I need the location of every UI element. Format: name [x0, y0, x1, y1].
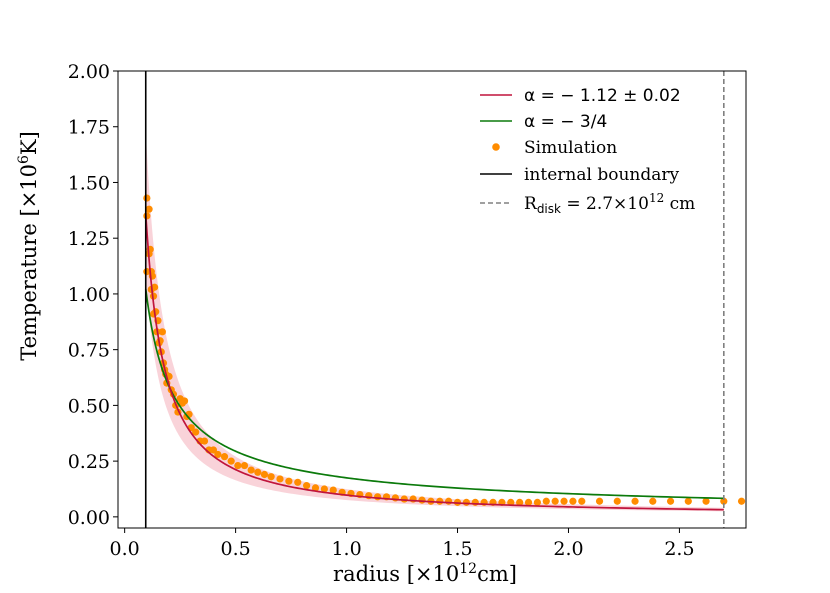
y-tick-label: 2.00 — [68, 61, 110, 83]
y-tick-labels: 0.00 0.25 0.50 0.75 1.00 1.25 1.50 1.75 … — [68, 61, 110, 529]
simulation-point — [569, 497, 577, 505]
simulation-point — [260, 470, 269, 479]
legend-simulation-label: Simulation — [524, 138, 617, 158]
legend-fit-label: α = − 1.12 ± 0.02 — [524, 86, 681, 106]
simulation-point — [220, 453, 229, 461]
simulation-point — [311, 484, 320, 492]
simulation-point — [267, 473, 275, 481]
simulation-point — [737, 497, 746, 505]
y-tick-label: 1.50 — [68, 172, 110, 194]
simulation-point — [471, 498, 479, 506]
y-axis-label: Temperature [×106K] — [16, 131, 41, 361]
simulation-point — [595, 497, 604, 505]
simulation-point — [551, 497, 559, 505]
simulation-point — [462, 498, 470, 506]
simulation-point — [209, 446, 218, 454]
simulation-point — [200, 437, 209, 445]
simulation-point — [320, 485, 328, 493]
uncertainty-band — [145, 129, 724, 512]
simulation-point — [151, 283, 159, 291]
simulation-point — [227, 457, 235, 465]
simulation-point — [507, 498, 515, 506]
simulation-point — [240, 461, 249, 470]
simulation-point — [560, 497, 568, 505]
simulation-point — [247, 466, 255, 474]
simulation-point — [684, 497, 692, 505]
simulation-point — [329, 486, 337, 494]
simulation-point — [145, 205, 153, 213]
simulation-point — [285, 477, 293, 485]
y-tick-label: 1.25 — [68, 228, 110, 250]
simulation-point — [158, 328, 166, 336]
simulation-point — [294, 478, 302, 486]
x-tick-label: 0.0 — [110, 538, 140, 560]
simulation-point — [524, 498, 533, 506]
plot-area — [143, 71, 746, 528]
y-tick-label: 1.00 — [68, 284, 110, 306]
x-tick-label: 2.5 — [664, 538, 694, 560]
y-tick-label: 0.25 — [68, 451, 110, 473]
legend-boundary-label: internal boundary — [524, 165, 679, 185]
simulation-point — [578, 497, 586, 505]
tick-marks — [113, 70, 680, 533]
simulation-point — [180, 397, 189, 405]
simulation-point — [613, 497, 621, 505]
simulation-point — [192, 428, 200, 436]
x-axis-label: radius [×1012cm] — [333, 561, 517, 586]
simulation-point — [234, 461, 242, 470]
simulation-point — [374, 493, 382, 501]
legend-simulation-marker — [492, 143, 500, 151]
legend-analytic-label: α = − 3/4 — [524, 112, 607, 132]
simulation-point — [303, 482, 311, 490]
simulation-point — [631, 497, 639, 505]
x-tick-label: 1.0 — [331, 538, 361, 560]
simulation-point — [649, 497, 657, 505]
simulation-point — [400, 495, 408, 503]
y-tick-label: 0.50 — [68, 395, 110, 417]
simulation-point — [666, 497, 675, 505]
simulation-point — [276, 475, 284, 483]
analytic-curve-alpha-3-4 — [144, 288, 724, 500]
x-tick-label: 2.0 — [553, 538, 583, 560]
simulation-point — [516, 498, 524, 506]
y-tick-label: 1.75 — [68, 117, 110, 139]
x-tick-labels: 0.0 0.5 1.0 1.5 2.0 2.5 — [110, 538, 695, 560]
x-tick-label: 1.5 — [442, 538, 472, 560]
fit-curve-alpha-1-12 — [144, 213, 724, 511]
y-tick-label: 0.75 — [68, 340, 110, 362]
simulation-point — [702, 497, 710, 505]
simulation-point — [542, 497, 550, 505]
simulation-point — [143, 194, 151, 202]
simulation-point — [720, 497, 728, 505]
y-tick-label: 0.00 — [68, 507, 110, 529]
simulation-point — [418, 496, 426, 504]
axes-frame — [117, 70, 747, 529]
x-tick-label: 0.5 — [221, 538, 251, 560]
simulation-point — [533, 498, 542, 506]
legend: α = − 1.12 ± 0.02 α = − 3/4 Simulation i… — [480, 86, 695, 216]
legend-rdisk-label: Rdisk = 2.7×1012 cm — [524, 191, 695, 216]
simulation-point — [254, 468, 262, 476]
simulation-point — [445, 497, 453, 505]
simulation-point — [214, 450, 222, 459]
